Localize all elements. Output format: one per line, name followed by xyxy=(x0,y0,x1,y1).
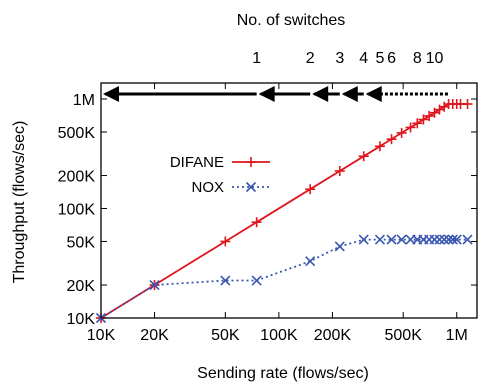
y-axis-label: Throughput (flows/sec) xyxy=(11,121,28,284)
x-tick-label: 1M xyxy=(446,327,468,344)
x-tick-label: 10K xyxy=(87,327,116,344)
data-point xyxy=(447,234,458,245)
data-point xyxy=(443,234,454,245)
top-tick-label: 5 xyxy=(375,50,384,67)
top-tick-label: 4 xyxy=(359,50,368,67)
y-tick-label: 100K xyxy=(58,202,96,219)
y-tick-label: 20K xyxy=(67,278,96,295)
top-axis-label: No. of switches xyxy=(237,12,345,29)
x-axis-ticks: 10K 20K 50K 100K 200K 500K 1M xyxy=(87,83,468,344)
legend-marker-nox xyxy=(245,181,257,193)
plot-frame xyxy=(100,82,478,319)
legend: DIFANE NOX xyxy=(170,154,270,196)
x-tick-label: 200K xyxy=(314,327,352,344)
series-difane xyxy=(96,99,473,323)
data-point xyxy=(305,256,316,267)
arrow-head xyxy=(341,86,358,102)
y-tick-label: 50K xyxy=(67,234,96,251)
x-axis-label: Sending rate (flows/sec) xyxy=(197,365,369,382)
data-point xyxy=(149,279,160,291)
legend-label-difane: DIFANE xyxy=(170,154,224,171)
switch-arrows xyxy=(103,86,449,102)
arrow-head xyxy=(258,86,275,102)
data-point xyxy=(434,234,445,245)
y-tick-label: 500K xyxy=(58,125,96,142)
top-axis-ticks: 1 2 3 4 5 6 8 10 xyxy=(252,50,443,67)
arrow-head xyxy=(103,86,119,102)
top-tick-label: 8 xyxy=(413,50,422,67)
data-point xyxy=(396,234,407,245)
data-point xyxy=(439,234,450,245)
series-nox xyxy=(95,234,473,324)
top-tick-label: 10 xyxy=(426,50,444,67)
arrow-head xyxy=(365,86,382,102)
data-point xyxy=(358,234,369,245)
top-tick-label: 2 xyxy=(306,50,315,67)
x-tick-label: 500K xyxy=(385,327,423,344)
data-point xyxy=(334,241,345,252)
legend-label-nox: NOX xyxy=(191,179,224,196)
top-tick-label: 1 xyxy=(252,50,261,67)
top-tick-label: 3 xyxy=(335,50,344,67)
plot-border xyxy=(100,82,478,319)
top-tick-label: 6 xyxy=(387,50,396,67)
x-tick-label: 100K xyxy=(260,327,298,344)
series-lines xyxy=(95,99,473,324)
data-point xyxy=(462,234,473,245)
y-axis-ticks: 10K 20K 50K 100K 200K 500K 1M xyxy=(58,92,477,328)
arrow-head xyxy=(312,86,329,102)
data-point xyxy=(251,275,262,286)
x-tick-label: 50K xyxy=(211,327,240,344)
y-tick-label: 1M xyxy=(73,92,95,109)
data-point xyxy=(374,234,385,245)
data-point xyxy=(386,234,397,245)
series-line xyxy=(100,238,468,319)
x-tick-label: 20K xyxy=(140,327,169,344)
y-tick-label: 10K xyxy=(67,311,96,328)
data-point xyxy=(220,275,231,286)
y-tick-label: 200K xyxy=(58,169,96,186)
data-point xyxy=(451,234,462,245)
